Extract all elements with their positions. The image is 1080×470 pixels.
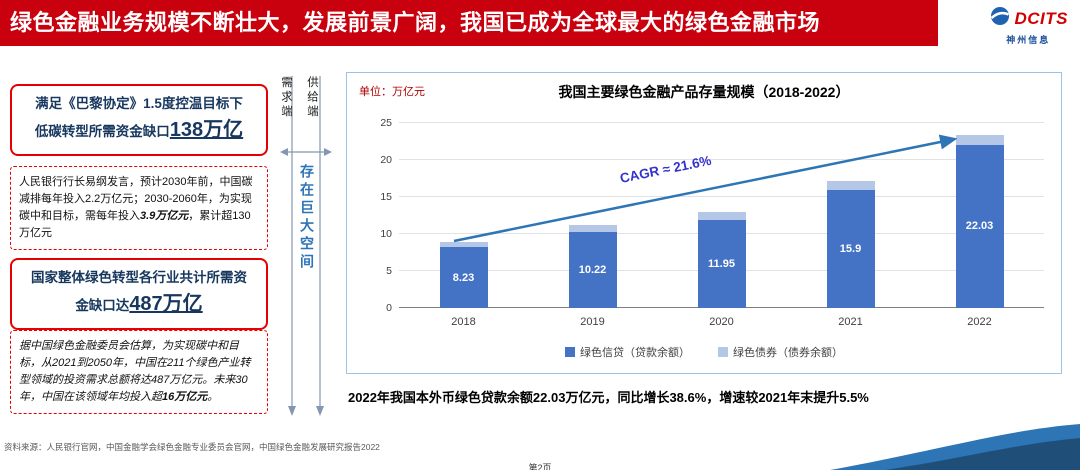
legend-item-1: 绿色债券（债券余额）: [718, 344, 843, 360]
note-committee-text2: 。: [207, 391, 219, 404]
gap-box-national-line2: 金缺口达487万亿: [18, 289, 260, 320]
gap-box-paris-line2: 低碳转型所需资金缺口138万亿: [18, 115, 260, 146]
legend-label-0: 绿色信贷（贷款余额）: [580, 347, 690, 359]
bar-stack-2019: 10.22: [568, 224, 617, 308]
x-tick-label-2018: 2018: [451, 316, 476, 328]
y-tick-label-5: 5: [386, 265, 392, 277]
gap-box-national-number: 487万亿: [129, 292, 203, 315]
chart-panel: 单位：万亿元 我国主要绿色金融产品存量规模（2018-2022） 0 5 10 15 2…: [346, 72, 1062, 374]
bar-group-2019: 10.22: [528, 224, 657, 308]
corner-wave-decoration: [830, 424, 1080, 470]
bar-stack-2020: 11.95: [697, 211, 746, 308]
logo-globe-icon: [989, 5, 1011, 32]
gap-box-paris-number: 138万亿: [169, 118, 244, 141]
demand-side-label: 需求端: [280, 76, 292, 120]
x-tick-label-2019: 2019: [580, 316, 605, 328]
chart-unit-label: 单位：万亿元: [359, 86, 425, 98]
bar-2020-credit-segment: 11.95: [697, 219, 746, 308]
bar-value-label-2019: 10.22: [578, 264, 607, 277]
page-number: 第2页: [528, 463, 552, 470]
gap-box-national: 国家整体绿色转型各行业共计所需资 金缺口达487万亿: [10, 258, 268, 330]
bar-value-label-2018: 8.23: [452, 271, 475, 284]
y-tick-label-15: 15: [380, 191, 392, 203]
legend-item-0: 绿色信贷（贷款余额）: [565, 344, 690, 360]
bar-value-label-2020: 11.95: [708, 257, 735, 270]
bar-group-2020: 11.95: [657, 211, 786, 308]
x-tick-label-2020: 2020: [709, 316, 734, 328]
gridline-25: [399, 122, 1044, 123]
bar-group-2018: 8.23: [399, 242, 528, 308]
bar-2021-credit-segment: 15.9: [826, 190, 875, 308]
bar-stack-2022: 22.03: [955, 134, 1004, 308]
huge-gap-label: 存在巨大空间: [299, 164, 315, 272]
bar-group-2021: 15.9: [786, 181, 915, 308]
bar-2022-bond-segment: [955, 134, 1004, 145]
y-tick-label-20: 20: [380, 154, 392, 166]
note-pboc-text: 人民银行行长易纲发言，预计2030年前，中国碳减排每年投入2.2万亿元；2030…: [19, 176, 253, 223]
bar-2019-credit-segment: 10.22: [568, 232, 617, 308]
bar-value-label-2021: 15.9: [839, 243, 862, 256]
legend-label-1: 绿色债券（债券余额）: [733, 347, 843, 359]
x-tick-label-2021: 2021: [838, 316, 863, 328]
legend-swatch-0: [565, 347, 575, 357]
bar-value-label-2022: 22.03: [965, 220, 994, 233]
chart-title: 我国主要绿色金融产品存量规模（2018-2022）: [558, 84, 850, 100]
note-committee: 据中国绿色金融委员会估算，为实现碳中和目标，从2021到2050年，中国在211…: [10, 330, 268, 415]
note-pboc-text2: ，累计超130万亿元: [19, 210, 251, 240]
bar-2020-bond-segment: [697, 211, 746, 220]
gap-box-national-prefix: 金缺口达: [75, 297, 130, 313]
bar-stack-2021: 15.9: [826, 181, 875, 308]
gap-box-paris-prefix: 低碳转型所需资金缺口: [34, 123, 170, 139]
note-committee-bold: 16万亿元: [162, 391, 208, 404]
gap-box-national-line1: 国家整体绿色转型各行业共计所需资: [31, 270, 247, 285]
bar-2018-credit-segment: 8.23: [439, 247, 488, 308]
note-pboc-bold: 3.9万亿元: [140, 210, 189, 223]
note-pboc: 人民银行行长易纲发言，预计2030年前，中国碳减排每年投入2.2万亿元；2030…: [10, 166, 268, 251]
bar-2018-bond-segment: [439, 242, 488, 248]
supply-side-label: 供给端: [306, 76, 318, 120]
gap-box-paris-line1: 满足《巴黎协定》1.5度控温目标下: [35, 96, 243, 111]
bar-2022-credit-segment: 22.03: [955, 144, 1004, 308]
y-tick-label-25: 25: [380, 117, 392, 129]
bar-group-2022: 22.03: [915, 134, 1044, 308]
demand-supply-arrows: [280, 76, 332, 416]
note-committee-text: 据中国绿色金融委员会估算，为实现碳中和目标，从2021到2050年，中国在211…: [19, 340, 251, 404]
y-tick-label-0: 0: [386, 302, 392, 314]
y-tick-label-10: 10: [380, 228, 392, 240]
chart-legend: 绿色信贷（贷款余额） 绿色债券（债券余额）: [347, 344, 1061, 360]
x-tick-label-2022: 2022: [967, 316, 992, 328]
chart-caption: 2022年我国本外币绿色贷款余额22.03万亿元，同比增长38.6%，增速较20…: [348, 390, 869, 405]
source-note: 资料来源：人民银行官网，中国金融学会绿色金融专业委员会官网，中国绿色金融发展研究…: [4, 442, 380, 452]
logo-subtext: 神州信息: [1006, 35, 1051, 45]
chart-xlabels: 2018 2019 2020 2021 2022: [399, 316, 1044, 328]
header-bar: 绿色金融业务规模不断壮大，发展前景广阔，我国已成为全球最大的绿色金融市场: [0, 0, 938, 46]
gap-box-paris: 满足《巴黎协定》1.5度控温目标下 低碳转型所需资金缺口138万亿: [10, 84, 268, 156]
company-logo: DCITS 神州信息: [989, 5, 1069, 46]
bar-stack-2018: 8.23: [439, 242, 488, 308]
bar-2019-bond-segment: [568, 224, 617, 233]
bar-2021-bond-segment: [826, 181, 875, 191]
chart-plot: 0 5 10 15 20 25 8.23 10.22 11.95 15.9 22.03: [380, 117, 1044, 314]
page-title: 绿色金融业务规模不断壮大，发展前景广阔，我国已成为全球最大的绿色金融市场: [10, 10, 821, 35]
legend-swatch-1: [718, 347, 728, 357]
logo-text: DCITS: [1014, 8, 1068, 28]
